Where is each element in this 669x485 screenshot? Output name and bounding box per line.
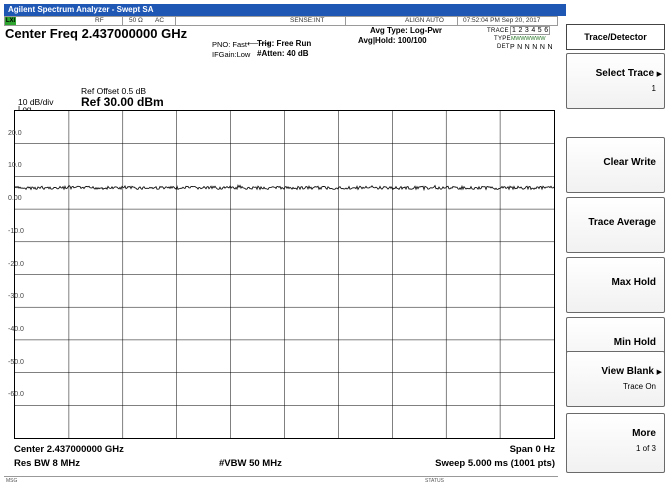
scale-type-label: Log xyxy=(18,105,31,114)
detector-values: P N N N N N xyxy=(510,44,553,51)
y-axis-tick-label: -60.0 xyxy=(8,391,24,399)
type-values: MWWWWWW xyxy=(511,36,546,42)
type-label: TYPE xyxy=(494,36,511,42)
clear-write-softkey[interactable]: Clear Write xyxy=(566,137,665,193)
trace-1-line xyxy=(15,184,554,192)
footer-sweep: Sweep 5.000 ms (1001 pts) xyxy=(435,458,555,469)
window-title-bar: Agilent Spectrum Analyzer - Swept SA xyxy=(4,4,566,16)
footer-res-bw: Res BW 8 MHz xyxy=(14,458,80,469)
trace-graph xyxy=(15,111,554,438)
trace-average-label: Trace Average xyxy=(588,217,656,228)
rf-input-label: RF xyxy=(95,17,104,24)
more-page-indicator: 1 of 3 xyxy=(635,444,656,453)
trace-average-softkey[interactable]: Trace Average xyxy=(566,197,665,253)
pno-arrow-icon: ⟵⟶ xyxy=(247,39,270,48)
y-axis-tick-label: 0.00 xyxy=(8,195,22,203)
center-frequency-header[interactable]: Center Freq 2.437000000 GHz xyxy=(5,26,188,41)
footer-span: Span 0 Hz xyxy=(509,444,555,455)
min-hold-label: Min Hold xyxy=(613,337,656,348)
pno-label: PNO: Fast xyxy=(212,40,248,49)
message-bar: MSG STATUS xyxy=(4,476,558,485)
submenu-arrow-icon: ▶ xyxy=(656,369,662,376)
y-axis-tick-label: -20.0 xyxy=(8,260,24,268)
avg-type-label: Avg Type: Log-Pwr xyxy=(370,26,442,35)
more-softkey[interactable]: More 1 of 3 xyxy=(566,413,665,473)
trace-label: TRACE xyxy=(487,28,509,34)
detector-label: DET xyxy=(497,44,510,50)
softkey-panel: Trace/Detector Select Trace ▶ 1 Clear Wr… xyxy=(566,24,667,479)
softkey-menu-title: Trace/Detector xyxy=(566,24,665,50)
max-hold-label: Max Hold xyxy=(611,277,656,288)
y-axis-tick-label: 10.0 xyxy=(8,162,22,170)
y-axis-tick-label: 20.0 xyxy=(8,129,22,137)
footer-center-frequency: Center 2.437000000 GHz xyxy=(14,444,124,455)
attenuation-label: #Atten: 40 dB xyxy=(257,49,309,58)
view-blank-softkey[interactable]: View Blank ▶ Trace On xyxy=(566,351,665,407)
datetime-label: 07:52:04 PM Sep 20, 2017 xyxy=(463,17,541,24)
spectrum-plot xyxy=(14,110,555,439)
impedance-label: 50 Ω xyxy=(129,17,143,24)
select-trace-label: Select Trace xyxy=(595,68,654,79)
ref-offset-label: Ref Offset 0.5 dB xyxy=(81,86,147,96)
view-blank-label: View Blank xyxy=(601,366,654,377)
trigger-label: Trig: Free Run xyxy=(257,39,312,48)
lxi-indicator: LXI xyxy=(5,17,16,25)
message-label: MSG xyxy=(6,478,18,484)
select-trace-value: 1 xyxy=(651,84,656,93)
avg-hold-label: Avg|Hold: 100/100 xyxy=(358,36,427,45)
ifgain-label: IFGain:Low xyxy=(212,50,251,59)
more-label: More xyxy=(632,428,656,439)
trace-number-list: 1 2 3 4 5 6 xyxy=(510,26,551,35)
y-axis-tick-label: -40.0 xyxy=(8,325,24,333)
max-hold-softkey[interactable]: Max Hold xyxy=(566,257,665,313)
window-title: Agilent Spectrum Analyzer - Swept SA xyxy=(8,5,154,14)
footer-vbw: #VBW 50 MHz xyxy=(219,458,282,469)
status-label: STATUS xyxy=(425,478,444,484)
sense-label: SENSE:INT xyxy=(290,17,325,24)
measurement-footer: Center 2.437000000 GHz Span 0 Hz Res BW … xyxy=(14,444,555,474)
select-trace-softkey[interactable]: Select Trace ▶ 1 xyxy=(566,53,665,109)
y-axis-tick-label: -50.0 xyxy=(8,358,24,366)
view-blank-value: Trace On xyxy=(622,382,656,391)
reference-level-label: Ref 30.00 dBm xyxy=(81,95,164,109)
status-strip: LXI RF 50 Ω AC SENSE:INT ALIGN AUTO 07:5… xyxy=(4,16,558,26)
clear-write-label: Clear Write xyxy=(603,157,656,168)
y-axis-tick-label: -30.0 xyxy=(8,293,24,301)
coupling-label: AC xyxy=(155,17,165,24)
y-axis-tick-label: -10.0 xyxy=(8,227,24,235)
submenu-arrow-icon: ▶ xyxy=(656,71,662,78)
align-label: ALIGN AUTO xyxy=(405,17,444,24)
scale-per-div-label: 10 dB/div xyxy=(18,97,54,107)
